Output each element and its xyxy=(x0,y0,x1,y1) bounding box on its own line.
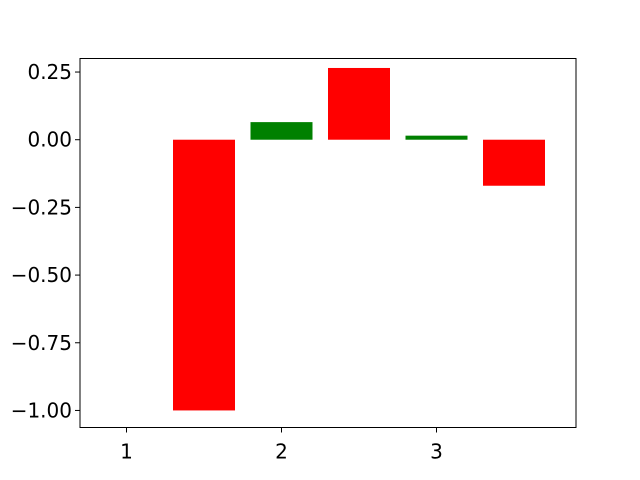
x-tick-label: 3 xyxy=(430,440,443,464)
x-axis: 1 2 3 xyxy=(120,427,443,464)
y-axis: 0.25 0.00 −0.25 −0.50 −0.75 −1.00 xyxy=(11,60,80,422)
y-tick-label: −1.00 xyxy=(11,398,72,422)
x-tick-label: 2 xyxy=(275,440,288,464)
y-tick-label: −0.25 xyxy=(11,195,72,219)
y-tick-label: 0.25 xyxy=(27,60,72,84)
bar-4 xyxy=(405,135,468,140)
y-tick-label: 0.00 xyxy=(27,128,72,152)
bar-2 xyxy=(250,122,313,140)
bar-1 xyxy=(173,139,235,411)
bar-3 xyxy=(328,67,390,140)
y-tick-label: −0.75 xyxy=(11,331,72,355)
plot-area-frame xyxy=(79,58,577,428)
x-tick-label: 1 xyxy=(120,440,133,464)
bar-5 xyxy=(483,139,545,186)
y-tick-label: −0.50 xyxy=(11,263,72,287)
bars-layer xyxy=(173,67,545,411)
